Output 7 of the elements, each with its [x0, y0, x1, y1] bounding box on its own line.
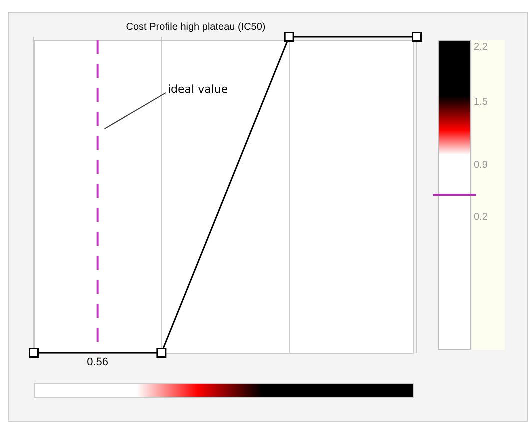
text: 1.5: [474, 96, 488, 108]
text: 2.2: [474, 42, 488, 53]
chart-title: Cost Profile high plateau (IC50): [126, 22, 266, 33]
text: 0.2: [474, 212, 488, 223]
annotation: ideal value: [168, 82, 228, 96]
text: 0.56: [87, 356, 109, 369]
text: 0.9: [474, 160, 488, 171]
